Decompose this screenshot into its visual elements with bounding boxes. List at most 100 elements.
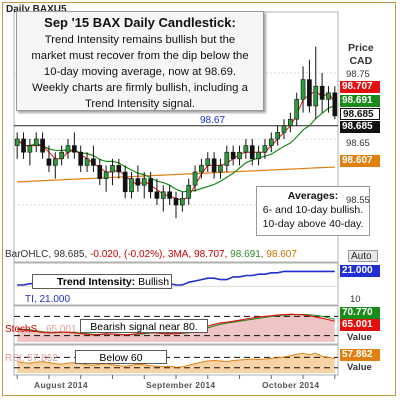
candle-body bbox=[129, 178, 134, 193]
candle-body bbox=[192, 171, 198, 186]
candle-body bbox=[173, 198, 179, 206]
candle-body bbox=[230, 151, 236, 160]
price-axis-title: Price CAD bbox=[348, 42, 374, 68]
callout-line: 10-day moving average, now at 98.69. bbox=[43, 66, 237, 78]
price-tick: 98.65 bbox=[346, 138, 370, 149]
callout-title: Sep '15 BAX Daily Candlestick: bbox=[44, 15, 236, 30]
candle-body bbox=[97, 165, 103, 179]
rsi-value-word: Value bbox=[347, 362, 372, 373]
candle-body bbox=[294, 99, 300, 120]
tag-40day: 98.607 bbox=[340, 155, 380, 167]
candle-body bbox=[40, 138, 45, 153]
ohlc-name: BarOHLC, bbox=[5, 249, 52, 260]
candle-body bbox=[313, 85, 319, 107]
candle-body bbox=[167, 191, 172, 199]
ma40-value: 98.607 bbox=[266, 249, 297, 260]
candle-body bbox=[46, 158, 52, 166]
candle-body bbox=[78, 151, 84, 166]
tag-10day: 98.691 bbox=[340, 95, 380, 107]
candle-body bbox=[332, 92, 338, 117]
ohlc-change: -0.020, bbox=[90, 249, 122, 260]
candle-body bbox=[186, 184, 192, 199]
stoch-panel-border bbox=[13, 305, 339, 345]
auto-scale-button[interactable]: Auto bbox=[348, 250, 378, 262]
ti-tag: 21.000 bbox=[340, 265, 380, 277]
candle-body bbox=[256, 151, 261, 160]
candle-body bbox=[160, 191, 166, 199]
averages-line: 6- and 10-day bullish. bbox=[262, 204, 364, 216]
tag-prev-close: 98.685 bbox=[340, 108, 380, 120]
candle-body bbox=[275, 132, 280, 140]
month-label: October 2014 bbox=[262, 380, 320, 390]
level-label: 98.67 bbox=[200, 115, 226, 126]
candle-body bbox=[288, 118, 293, 127]
averages-line: 10-day above 40-day. bbox=[262, 218, 364, 230]
candle-body bbox=[122, 171, 128, 193]
candle-body bbox=[84, 158, 90, 166]
candle-body bbox=[110, 165, 115, 173]
candle-body bbox=[33, 138, 39, 146]
candle-body bbox=[224, 151, 230, 166]
ti-tick: 10 bbox=[350, 294, 361, 305]
tag-close: 98.685 bbox=[340, 121, 380, 133]
candle-body bbox=[116, 165, 122, 173]
callout-body: Trend Intensity remains bullish but the … bbox=[17, 32, 263, 112]
candle-body bbox=[326, 92, 331, 100]
callout-line: Trend Intensity remains bullish but the bbox=[44, 34, 236, 46]
ma3-value: 98.707, bbox=[194, 249, 228, 260]
price-tick: 98.55 bbox=[346, 195, 370, 206]
candle-body bbox=[199, 165, 204, 173]
candle-body bbox=[91, 158, 96, 166]
ohlc-close: 98.685, bbox=[53, 249, 88, 260]
ti-panel-border bbox=[13, 262, 339, 306]
stoch-label: StochS bbox=[5, 324, 38, 335]
ti-readout: TI, 21.000 bbox=[25, 294, 71, 305]
tag-3ma: 98.707 bbox=[340, 81, 380, 93]
candle-body bbox=[72, 145, 77, 153]
trend-intensity-box: Trend Intensity: Bullish bbox=[32, 274, 172, 289]
ma10-line bbox=[16, 105, 336, 193]
price-tick: 98.75 bbox=[346, 69, 370, 80]
candle-body bbox=[237, 151, 242, 160]
ma3-label: 3MA, bbox=[167, 249, 192, 260]
commentary-callout: Sep '15 BAX Daily Candlestick: Trend Int… bbox=[16, 11, 264, 111]
candle-body bbox=[141, 178, 147, 186]
price-axis-title-line: CAD bbox=[349, 55, 373, 67]
stoch-values: 65.001, 70.770 bbox=[46, 324, 113, 335]
candle-body bbox=[300, 79, 306, 100]
rsi-label: RSI, 57.862 bbox=[5, 353, 58, 364]
ma40-line bbox=[17, 166, 335, 183]
stoch-tag-top: 70.770 bbox=[340, 307, 380, 319]
candle-body bbox=[59, 151, 64, 160]
callout-line: Trend Intensity signal. bbox=[84, 98, 196, 110]
candle-body bbox=[21, 138, 26, 153]
candle-body bbox=[103, 171, 109, 179]
rsi-line bbox=[17, 352, 335, 368]
month-label: September 2014 bbox=[146, 380, 216, 390]
stoch-k-line bbox=[17, 313, 335, 336]
ohlc-change-pct: (-0.02%), bbox=[123, 249, 166, 260]
averages-title: Averages: bbox=[287, 190, 339, 202]
candle-body bbox=[249, 145, 255, 160]
ti-box-label: Trend Intensity: bbox=[57, 276, 136, 288]
symbol-label: Daily BAXU5 bbox=[6, 4, 67, 15]
candle-body bbox=[268, 138, 274, 146]
candle-body bbox=[205, 158, 211, 166]
candle-body bbox=[218, 165, 223, 173]
candle-body bbox=[319, 85, 325, 100]
ti-box-value: Bullish bbox=[138, 276, 170, 288]
ohlc-readout: BarOHLC, 98.685, -0.020, (-0.02%), 3MA, … bbox=[5, 249, 297, 260]
candle-body bbox=[52, 158, 58, 166]
candle-body bbox=[154, 191, 160, 199]
candle-body bbox=[135, 178, 141, 186]
candle-body bbox=[14, 138, 20, 146]
averages-box: Averages: 6- and 10-day bullish. 10-day … bbox=[256, 186, 370, 236]
stoch-tag-bottom: 65.001 bbox=[340, 319, 380, 331]
rsi-signal-box: Below 60 bbox=[75, 350, 167, 364]
candle-body bbox=[27, 145, 33, 153]
candle-body bbox=[307, 79, 312, 107]
month-label: August 2014 bbox=[34, 380, 88, 390]
callout-line: market must recover from the dip below t… bbox=[31, 50, 249, 62]
candle-body bbox=[262, 145, 268, 153]
stoch-signal-box: Bearish signal near 80. bbox=[80, 319, 208, 333]
